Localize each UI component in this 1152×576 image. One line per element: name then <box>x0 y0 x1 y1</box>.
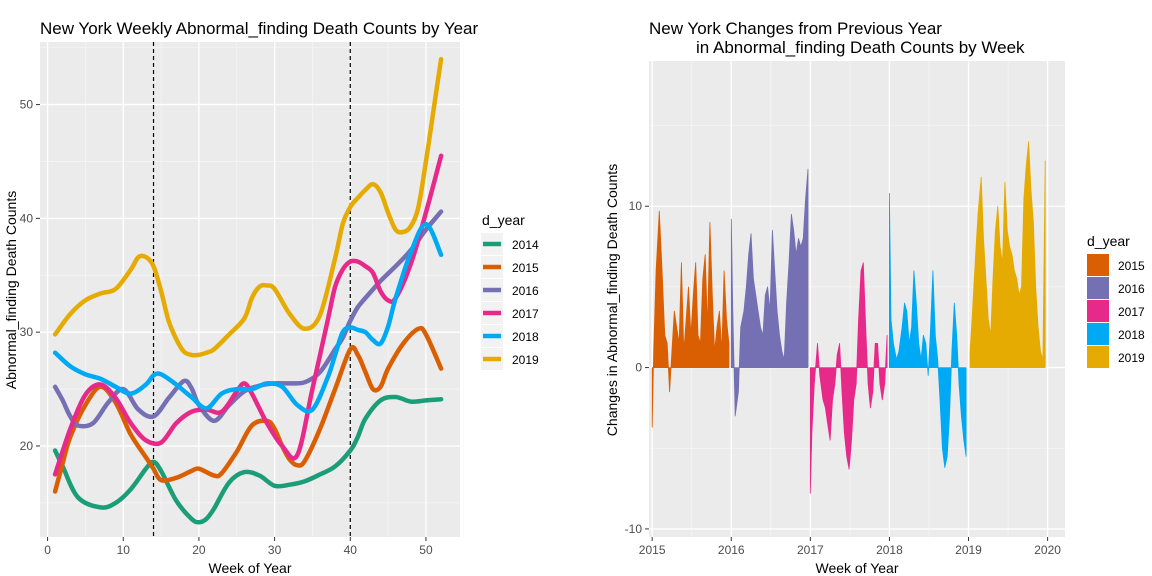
chart1-legend-title: d_year <box>482 212 525 228</box>
chart2-legend: d_year 2015 2016 2017 2018 2019 <box>1087 233 1145 368</box>
series-line-2014 <box>52 394 444 525</box>
chart2-ticks: 2015 2016 2017 2018 2019 2020 -10 0 10 <box>625 199 1062 557</box>
series-area-2018 <box>889 192 967 468</box>
chart1-reference-lines <box>152 42 351 537</box>
chart1-y-tick-label: 50 <box>20 98 34 112</box>
chart1-ticks: 0 10 20 30 40 50 20 30 40 50 <box>20 98 433 557</box>
legend-label-2018: 2018 <box>1118 328 1145 342</box>
chart2-xlabel: Week of Year <box>815 560 898 576</box>
series-line-2017 <box>52 153 444 477</box>
chart1-y-tick-label: 40 <box>20 211 34 225</box>
chart2-y-tick-label: -10 <box>625 522 643 536</box>
line-chart: New York Weekly Abnormal_finding Death C… <box>3 19 539 576</box>
bar-chart: New York Changes from Previous Year in A… <box>604 19 1145 576</box>
chart2-title-line1: New York Changes from Previous Year <box>649 19 942 38</box>
legend-label-2017: 2017 <box>512 307 539 321</box>
legend-label-2015: 2015 <box>512 261 539 275</box>
chart2-x-tick-label: 2016 <box>718 543 745 557</box>
legend-label-2017: 2017 <box>1118 305 1145 319</box>
legend-label-2015: 2015 <box>1118 259 1145 273</box>
legend-label-2016: 2016 <box>512 284 539 298</box>
series-area-2019 <box>969 141 1046 368</box>
legend-key-2018 <box>1087 323 1109 345</box>
chart1-x-tick-label: 20 <box>192 543 206 557</box>
chart1-x-tick-label: 50 <box>419 543 433 557</box>
chart2-grid <box>649 61 1065 537</box>
legend-key-2017 <box>1087 300 1109 322</box>
chart2-x-tick-label: 2018 <box>876 543 903 557</box>
chart1-legend: d_year 2014 2015 2016 2017 2018 2019 <box>481 212 539 370</box>
chart2-legend-title: d_year <box>1087 233 1130 249</box>
chart2-x-tick-label: 2015 <box>639 543 666 557</box>
chart1-y-tick-label: 20 <box>20 439 34 453</box>
series-line-2018 <box>52 221 444 414</box>
legend-label-2016: 2016 <box>1118 282 1145 296</box>
legend-key-2016 <box>1087 277 1109 299</box>
legend-label-2019: 2019 <box>1118 351 1145 365</box>
chart2-x-tick-label: 2020 <box>1034 543 1061 557</box>
chart1-ylabel: Abnormal_finding Death Counts <box>3 191 19 389</box>
chart2-title-line2: in Abnormal_finding Death Counts by Week <box>696 38 1025 57</box>
chart2-x-tick-label: 2019 <box>955 543 982 557</box>
chart1-x-tick-label: 30 <box>268 543 282 557</box>
legend-label-2019: 2019 <box>512 353 539 367</box>
chart1-x-tick-label: 40 <box>344 543 358 557</box>
chart2-y-tick-label: 10 <box>629 199 643 213</box>
chart1-title: New York Weekly Abnormal_finding Death C… <box>40 19 479 38</box>
legend-label-2018: 2018 <box>512 330 539 344</box>
series-area-2016 <box>730 168 809 417</box>
legend-key-2019 <box>1087 346 1109 368</box>
chart2-y-tick-label: 0 <box>635 361 642 375</box>
chart2-series <box>651 141 1046 494</box>
series-area-2015 <box>651 210 730 428</box>
chart2-x-tick-label: 2017 <box>797 543 824 557</box>
chart2-ylabel: Changes in Abnormal_finding Death Counts <box>604 164 620 436</box>
legend-label-2014: 2014 <box>512 238 539 252</box>
chart1-xlabel: Week of Year <box>208 560 291 576</box>
chart1-x-tick-label: 0 <box>44 543 51 557</box>
chart1-x-tick-label: 10 <box>117 543 131 557</box>
chart1-y-tick-label: 30 <box>20 325 34 339</box>
legend-key-2015 <box>1087 254 1109 276</box>
series-area-2017 <box>809 262 888 494</box>
series-line-2019 <box>52 56 444 358</box>
chart1-series <box>52 56 444 525</box>
